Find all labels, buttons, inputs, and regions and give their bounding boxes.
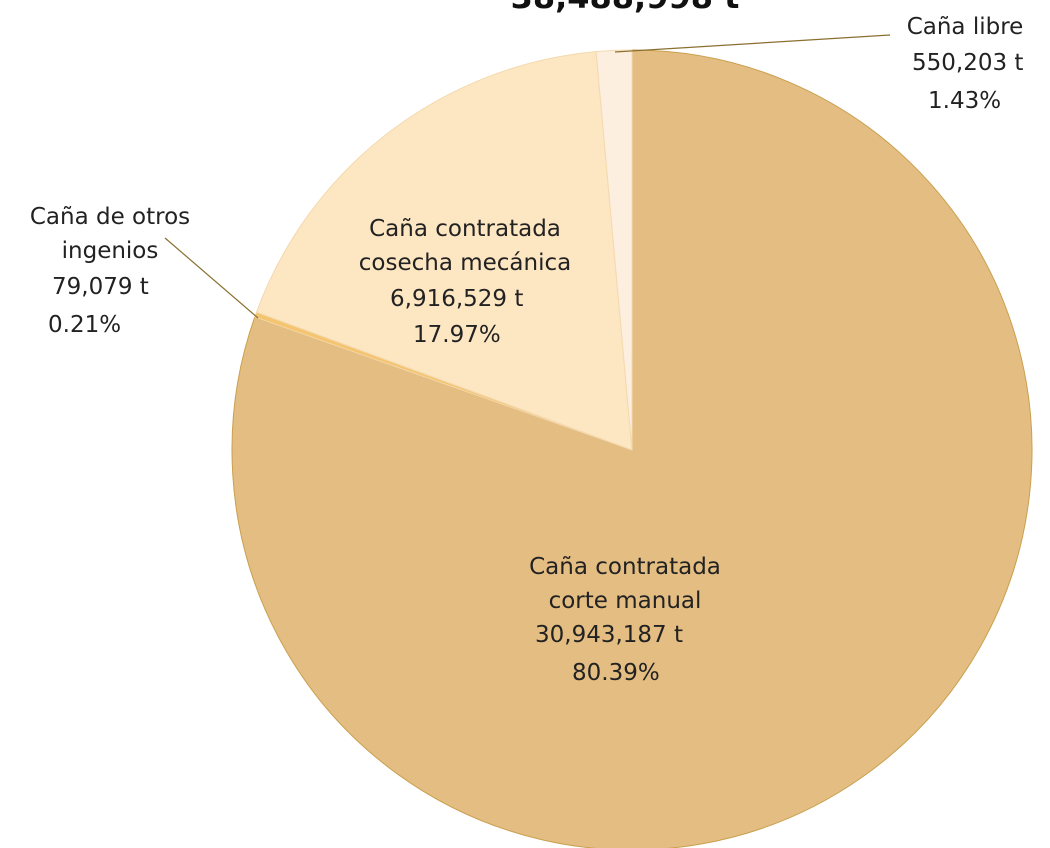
chart-title: 38,488,998 t bbox=[511, 0, 740, 16]
pie-slice bbox=[595, 49, 633, 451]
percentage-label: 17.97% bbox=[413, 322, 501, 348]
category-label: Caña libre bbox=[906, 14, 1024, 40]
leader-line bbox=[164, 237, 259, 319]
value-label: 6,916,529 t bbox=[390, 286, 524, 312]
value-label: 79,079 t bbox=[52, 274, 149, 300]
leader-line bbox=[614, 34, 891, 53]
category-label: Caña contratada cosecha mecánica bbox=[358, 216, 572, 276]
percentage-label: 80.39% bbox=[572, 660, 660, 686]
percentage-label: 1.43% bbox=[928, 88, 1002, 114]
pie-slice bbox=[255, 51, 633, 451]
value-label: 30,943,187 t bbox=[535, 622, 684, 648]
value-label: 550,203 t bbox=[912, 50, 1024, 76]
category-label: Caña contratada corte manual bbox=[529, 554, 721, 614]
category-label: Caña de otros ingenios bbox=[29, 204, 191, 264]
percentage-label: 0.21% bbox=[48, 312, 122, 338]
